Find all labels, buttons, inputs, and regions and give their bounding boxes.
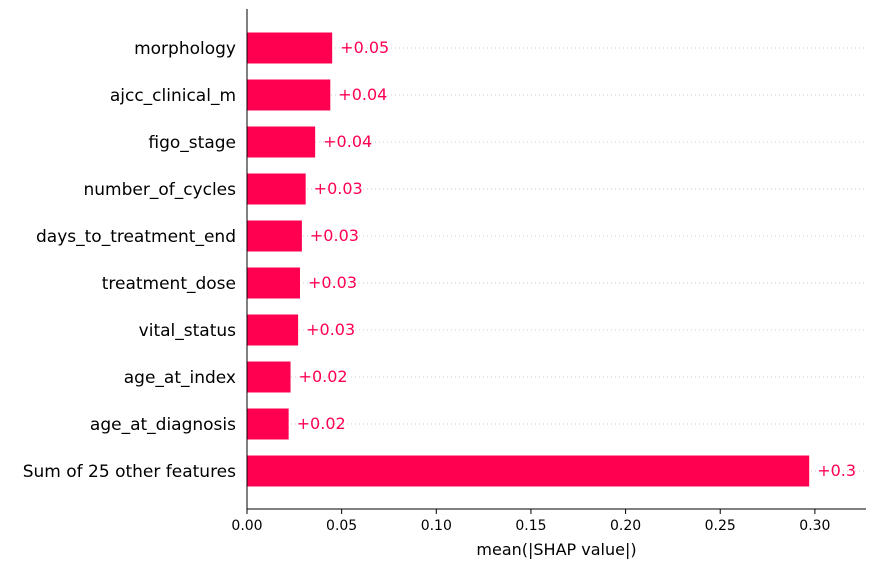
x-tick-label: 0.30 <box>799 518 830 534</box>
feature-label: Sum of 25 other features <box>23 462 236 482</box>
feature-label: figo_stage <box>148 133 236 153</box>
ticks-layer: 0.00 0.05 0.10 0.15 0.20 0.25 0.30 <box>231 509 830 534</box>
x-tick-label: 0.10 <box>421 518 452 534</box>
x-tick-label: 0.05 <box>326 518 357 534</box>
bar-days_to_treatment_end <box>247 220 302 252</box>
bar-morphology <box>247 32 333 64</box>
feature-label: vital_status <box>139 321 236 341</box>
x-axis-title: mean(|SHAP value|) <box>476 540 636 559</box>
value-labels-layer: +0.05 +0.04 +0.04 +0.03 +0.03 +0.03 +0.03 +0.02… <box>297 38 856 480</box>
value-label: +0.05 <box>340 38 389 57</box>
bars-layer <box>247 32 810 487</box>
value-label: +0.04 <box>323 132 372 151</box>
bar-age_at_diagnosis <box>247 408 289 440</box>
x-tick-label: 0.15 <box>515 518 546 534</box>
feature-label: days_to_treatment_end <box>36 227 236 247</box>
value-label: +0.03 <box>308 273 357 292</box>
grid-layer <box>247 47 866 472</box>
feature-labels-layer: morphology ajcc_clinical_m figo_stagenumbe… <box>23 39 236 482</box>
value-label: +0.04 <box>338 85 387 104</box>
feature-label: age_at_index <box>124 368 236 388</box>
bar-age_at_index <box>247 361 291 393</box>
bar-sum-of-25-other-features <box>247 455 810 487</box>
feature-label: number_of_cycles <box>83 180 236 200</box>
x-tick-label: 0.25 <box>705 518 736 534</box>
value-label: +0.03 <box>306 320 355 339</box>
x-tick-label: 0.00 <box>231 518 262 534</box>
bar-vital_status <box>247 314 299 346</box>
axes-layer <box>246 9 866 510</box>
feature-label: age_at_diagnosis <box>90 415 236 435</box>
bar-number_of_cycles <box>247 173 306 205</box>
feature-label: ajcc_clinical_m <box>110 86 236 106</box>
bar-treatment_dose <box>247 267 301 299</box>
x-tick-label: 0.20 <box>610 518 641 534</box>
value-label: +0.03 <box>314 179 363 198</box>
bar-figo_stage <box>247 126 316 158</box>
feature-label: morphology <box>134 39 236 59</box>
value-label: +0.3 <box>817 461 856 480</box>
value-label: +0.03 <box>310 226 359 245</box>
feature-label: treatment_dose <box>102 274 236 294</box>
value-label: +0.02 <box>297 414 346 433</box>
value-label: +0.02 <box>299 367 348 386</box>
bar-ajcc_clinical_m <box>247 79 331 111</box>
